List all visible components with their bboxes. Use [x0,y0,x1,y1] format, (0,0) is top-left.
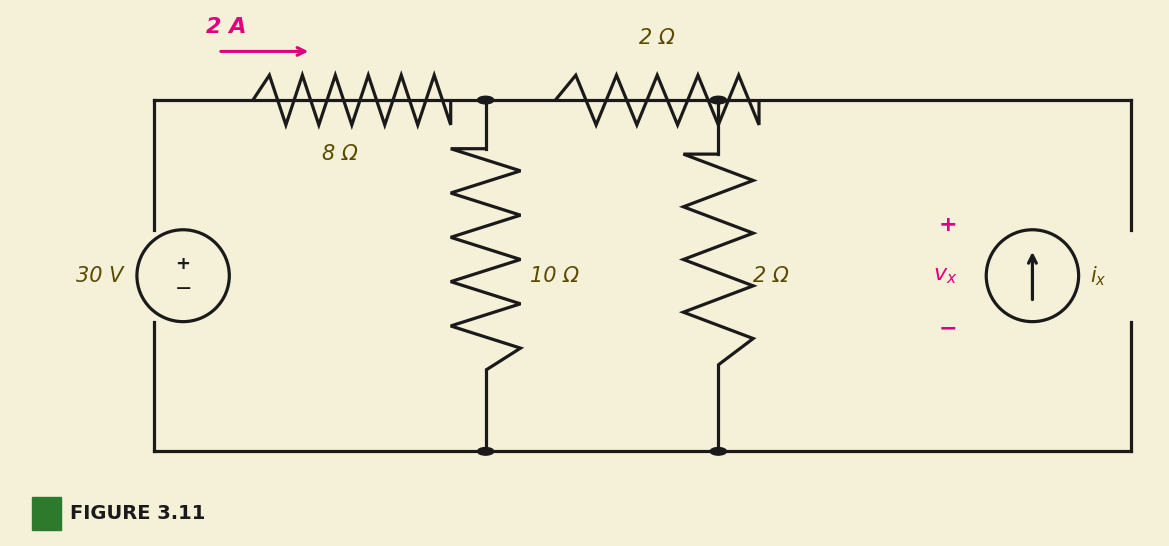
Circle shape [477,448,493,455]
Bar [32,497,61,530]
Text: −: − [939,318,957,339]
Text: $v_x$: $v_x$ [933,266,957,286]
Text: 8 Ω: 8 Ω [323,144,358,164]
Circle shape [477,96,493,104]
Text: 10 Ω: 10 Ω [530,266,579,286]
Text: +: + [939,215,957,235]
Text: −: − [174,279,192,299]
Text: 2 A: 2 A [207,17,247,37]
Circle shape [710,96,726,104]
Text: +: + [175,255,191,273]
Circle shape [710,448,726,455]
Text: $i_x$: $i_x$ [1091,264,1107,288]
Text: 2 Ω: 2 Ω [753,266,789,286]
Text: 2 Ω: 2 Ω [639,28,676,48]
Text: 30 V: 30 V [76,266,123,286]
Text: FIGURE 3.11: FIGURE 3.11 [70,504,206,523]
